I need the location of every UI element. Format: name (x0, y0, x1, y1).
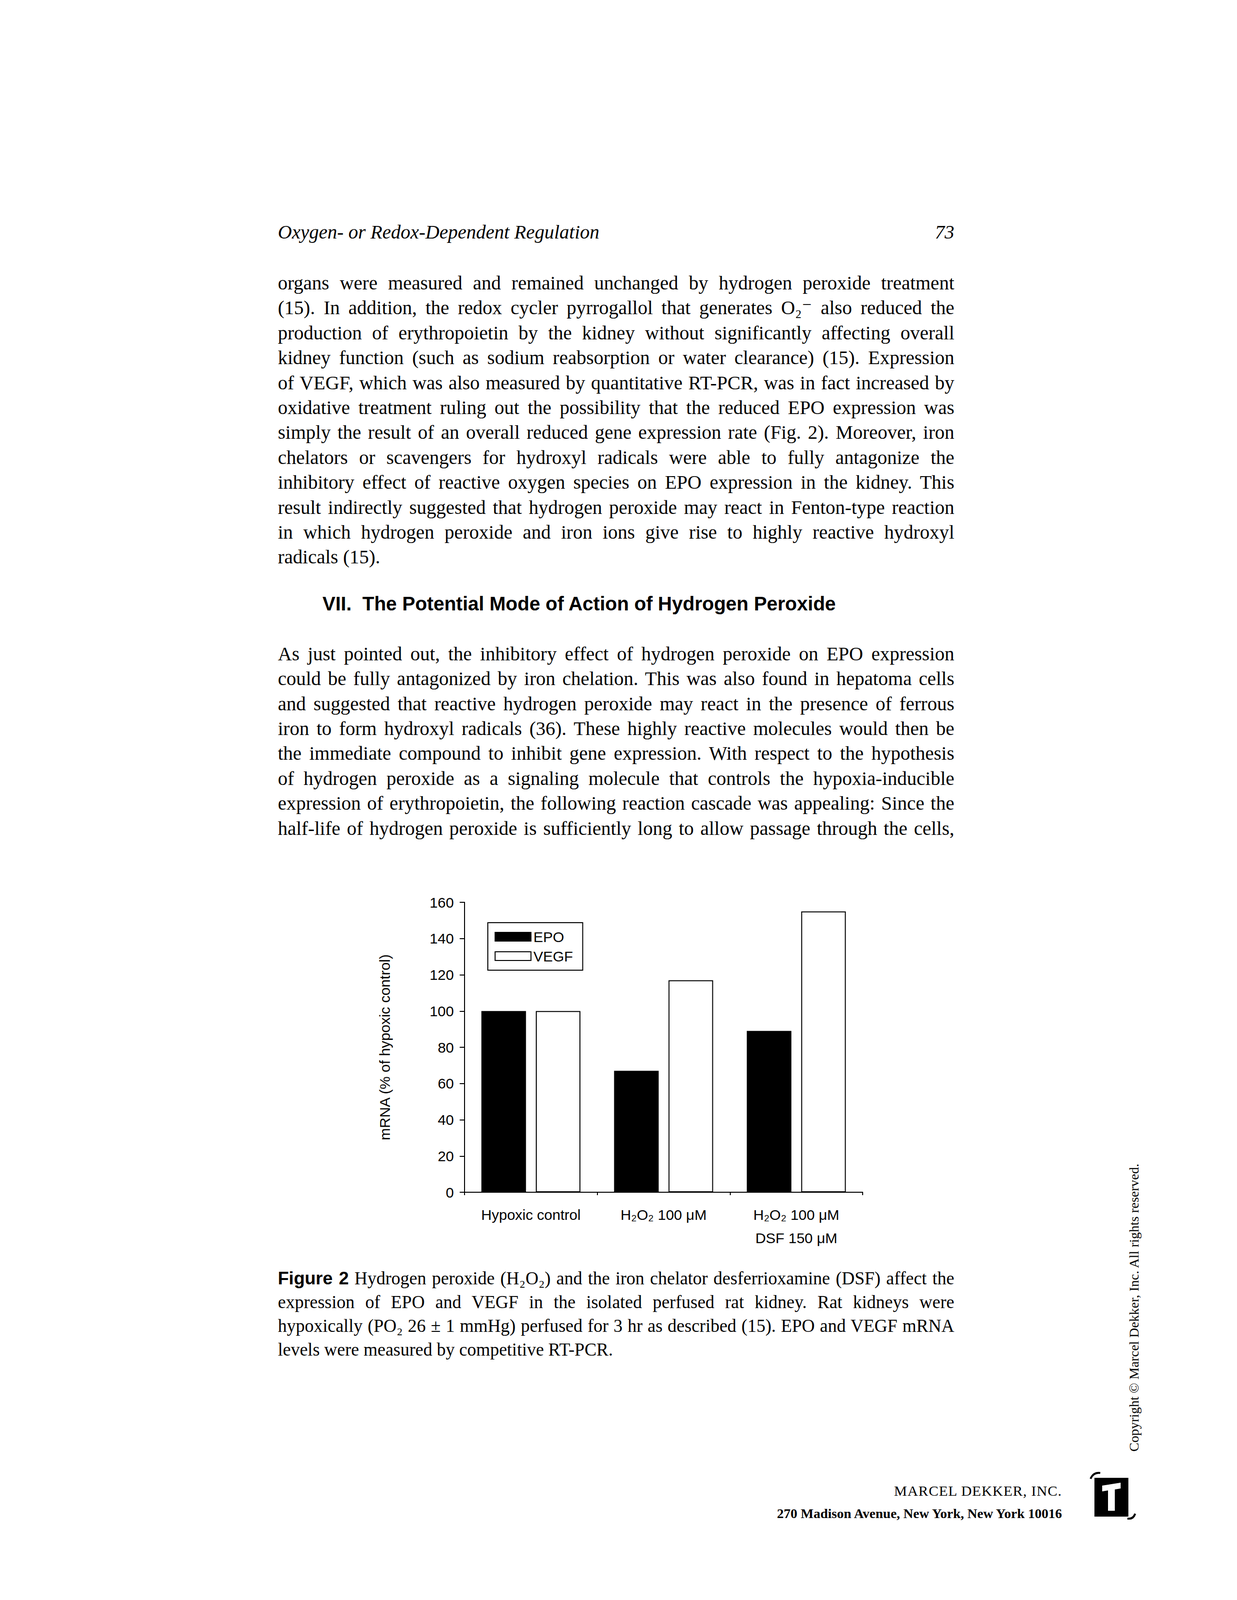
html-text:kidney function (such as sodiu: kidney function (such as sodium reabsorp… (277, 346, 955, 369)
html-text:inhibitory effect of reactive: inhibitory effect of reactive oxygen spe… (277, 471, 955, 494)
html-text:Oxygen- or Redox-Dependent Reg: Oxygen- or Redox-Dependent Regulation (277, 221, 600, 243)
html-text:levels were measured by compet: levels were measured by competitive RT-P… (277, 1339, 613, 1360)
svg-text:60: 60 (437, 1075, 454, 1092)
html-text:MARCEL DEKKER, INC.: MARCEL DEKKER, INC. (894, 1482, 1062, 1499)
svg-text:80: 80 (437, 1039, 454, 1056)
html-text:270 Madison Avenue, New York,: 270 Madison Avenue, New York, New York 1… (776, 1506, 1062, 1522)
svg-text:140: 140 (429, 930, 454, 947)
svg-text:100: 100 (429, 1003, 454, 1020)
html-text:VII. The Potential Mode of Act: VII. The Potential Mode of Action of Hyd… (322, 592, 836, 615)
html-text:half-life of hydrogen peroxide: half-life of hydrogen peroxide is suffic… (277, 817, 955, 840)
svg-text:H₂O₂ 100 μM: H₂O₂ 100 μM (753, 1206, 840, 1223)
html-text:Figure 2 Hydrogen peroxide (H₂: Figure 2 Hydrogen peroxide (H₂O₂) and th… (277, 1268, 955, 1289)
html-text:radicals (15).: radicals (15). (277, 546, 381, 569)
html-text:oxidative treatment ruling out: oxidative treatment ruling out the possi… (277, 396, 955, 419)
html-text:organs were measured and remai: organs were measured and remained unchan… (277, 272, 955, 294)
html-text:hypoxically (PO₂ 26 ± 1 mmHg): hypoxically (PO₂ 26 ± 1 mmHg) perfused f… (277, 1316, 955, 1336)
svg-text:DSF 150 μM: DSF 150 μM (755, 1230, 838, 1247)
html-text:73: 73 (934, 221, 955, 243)
html-text:(15). In addition, the redox c: (15). In addition, the redox cycler pyrr… (277, 296, 955, 319)
svg-text:Hypoxic control: Hypoxic control (481, 1206, 581, 1223)
svg-text:120: 120 (429, 966, 454, 983)
html-text:of VEGF, which was also measur: of VEGF, which was also measured by quan… (277, 371, 955, 394)
html-text:simply the result of an overal: simply the result of an overall reduced … (277, 421, 955, 444)
svg-text:mRNA (% of hypoxic control): mRNA (% of hypoxic control) (376, 954, 393, 1141)
html-text:production of erythropoietin b: production of erythropoietin by the kidn… (277, 321, 955, 344)
svg-text:20: 20 (437, 1148, 454, 1165)
html-text:iron to form hydroxyl radicals: iron to form hydroxyl radicals (36). The… (277, 717, 955, 740)
html-text:could be fully antagonized by: could be fully antagonized by iron chela… (277, 667, 955, 690)
html-text:As just pointed out, the inhib: As just pointed out, the inhibitory effe… (277, 642, 955, 665)
html-text:the immediate compound to inhi: the immediate compound to inhibit gene e… (277, 742, 955, 765)
html-text:expression of erythropoietin,: expression of erythropoietin, the follow… (277, 792, 955, 815)
html-text:expression of EPO and VEGF in: expression of EPO and VEGF in the isolat… (277, 1292, 955, 1313)
html-text:result indirectly suggested th: result indirectly suggested that hydroge… (277, 496, 955, 519)
html-text:Copyright © Marcel Dekker, Inc: Copyright © Marcel Dekker, Inc. All righ… (1126, 1163, 1142, 1452)
svg-text:40: 40 (437, 1111, 454, 1128)
svg-text:EPO: EPO (533, 929, 564, 946)
html-text:in which hydrogen peroxide and: in which hydrogen peroxide and iron ions… (277, 521, 955, 544)
svg-text:0: 0 (445, 1184, 454, 1201)
svg-text:VEGF: VEGF (533, 948, 574, 965)
html-text:chelators or scavengers for hy: chelators or scavengers for hydroxyl rad… (277, 446, 955, 469)
svg-text:H₂O₂ 100 μM: H₂O₂ 100 μM (620, 1206, 707, 1223)
html-text:of hydrogen peroxide as a sign: of hydrogen peroxide as a signaling mole… (277, 767, 955, 790)
svg-text:160: 160 (429, 894, 454, 911)
html-text:and suggested that reactive hy: and suggested that reactive hydrogen per… (277, 692, 955, 715)
